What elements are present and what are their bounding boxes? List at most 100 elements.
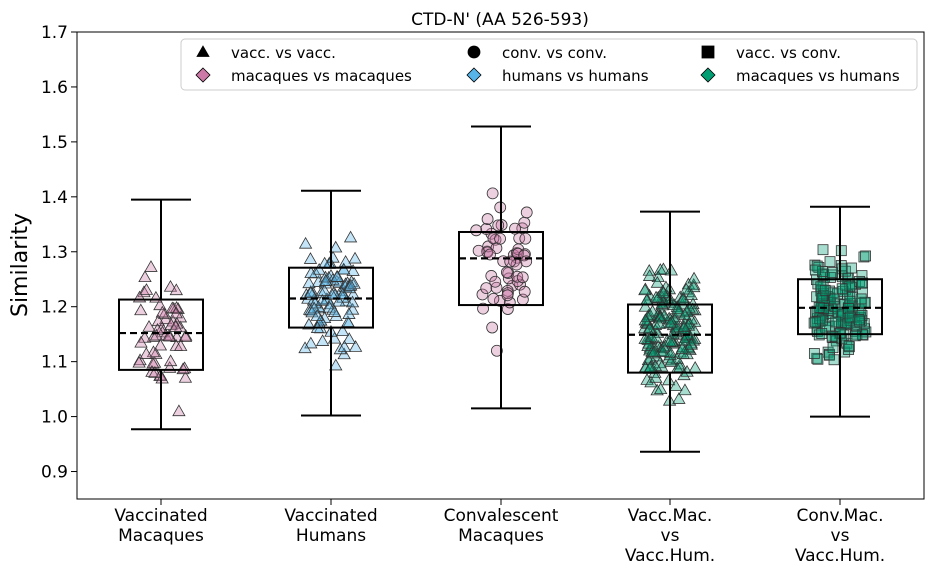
data-point: [179, 328, 193, 341]
data-point: [142, 320, 156, 332]
box-iqr: [118, 298, 204, 371]
y-tick-label: 1.6: [41, 78, 68, 98]
legend-label: vacc. vs conv.: [736, 44, 841, 62]
data-point: [325, 287, 339, 300]
data-point: [487, 293, 500, 305]
x-category-label: Humans: [296, 526, 366, 546]
data-point: [501, 303, 514, 315]
data-point: [174, 339, 188, 351]
data-point: [172, 404, 186, 417]
data-point: [318, 274, 333, 286]
data-point: [346, 264, 360, 276]
data-point: [647, 345, 662, 357]
data-point: [484, 248, 496, 261]
data-point: [827, 267, 838, 278]
data-point: [341, 315, 355, 327]
data-point: [808, 348, 820, 359]
data-point: [155, 305, 170, 318]
legend-label: vacc. vs vacc.: [231, 44, 336, 62]
legend-label: conv. vs conv.: [502, 44, 607, 62]
data-point: [480, 282, 493, 295]
x-category-label: Conv.Mac.: [796, 506, 883, 526]
data-point: [343, 230, 358, 243]
data-point: [329, 240, 343, 253]
data-point: [664, 355, 678, 367]
data-point: [519, 232, 532, 245]
data-point: [672, 392, 686, 404]
data-point: [163, 354, 178, 367]
data-point: [481, 213, 494, 225]
data-point: [298, 341, 312, 354]
data-point: [298, 236, 313, 249]
y-tick-label: 1.3: [41, 243, 68, 263]
data-point: [836, 283, 848, 295]
data-point: [662, 373, 676, 386]
data-point: [666, 336, 680, 349]
y-tick-label: 1.4: [41, 188, 68, 208]
data-point: [348, 251, 362, 264]
data-point: [329, 309, 343, 321]
data-point: [824, 256, 836, 268]
data-point: [649, 331, 663, 343]
data-point: [675, 342, 689, 354]
data-point: [315, 293, 329, 306]
data-point: [344, 278, 358, 291]
x-category-label: Vacc.Hum.: [625, 546, 715, 566]
data-point: [472, 244, 485, 257]
data-point: [337, 340, 352, 352]
data-point: [653, 311, 667, 324]
data-point: [486, 321, 499, 334]
data-point: [827, 342, 839, 354]
x-category-label: Vacc.Mac.: [628, 506, 713, 526]
y-tick-label: 1.0: [41, 408, 68, 428]
data-point: [329, 358, 343, 371]
data-point: [315, 334, 330, 346]
data-point: [687, 271, 701, 284]
data-point: [146, 345, 161, 358]
data-point: [169, 283, 183, 296]
data-point: [485, 270, 498, 282]
data-point: [178, 370, 193, 383]
data-point: [169, 320, 183, 332]
data-point: [332, 294, 346, 307]
legend-marker-diamond: [195, 67, 211, 83]
data-point: [304, 284, 318, 297]
data-point: [855, 293, 867, 305]
points-layer: [132, 187, 872, 417]
data-point: [176, 362, 190, 375]
data-point: [165, 301, 180, 314]
data-point: [819, 284, 831, 296]
data-point: [684, 337, 698, 350]
legend-marker-square: [701, 45, 715, 59]
data-point: [860, 250, 871, 262]
data-point: [500, 266, 513, 279]
y-tick-label: 1.2: [41, 298, 68, 318]
data-point: [638, 299, 653, 312]
legend-label: macaques vs humans: [736, 67, 900, 85]
data-point: [827, 287, 839, 299]
data-point: [346, 287, 360, 300]
data-point: [847, 291, 858, 303]
data-point: [644, 375, 658, 388]
data-point: [856, 277, 868, 289]
data-point: [149, 328, 164, 341]
y-tick-label: 1.5: [41, 133, 68, 153]
data-point: [501, 289, 514, 302]
data-point: [134, 335, 148, 348]
data-point: [304, 266, 318, 278]
data-point: [843, 340, 855, 352]
data-point: [844, 311, 856, 323]
data-point: [830, 316, 842, 328]
data-point: [812, 353, 824, 365]
boxes-layer: [118, 125, 883, 453]
data-point: [342, 307, 356, 319]
data-point: [335, 324, 350, 337]
y-tick-label: 0.9: [41, 463, 68, 483]
data-point: [663, 312, 678, 325]
data-point: [638, 283, 652, 296]
legend-label: humans vs humans: [502, 67, 649, 85]
data-point: [849, 330, 861, 342]
data-point: [158, 328, 173, 341]
